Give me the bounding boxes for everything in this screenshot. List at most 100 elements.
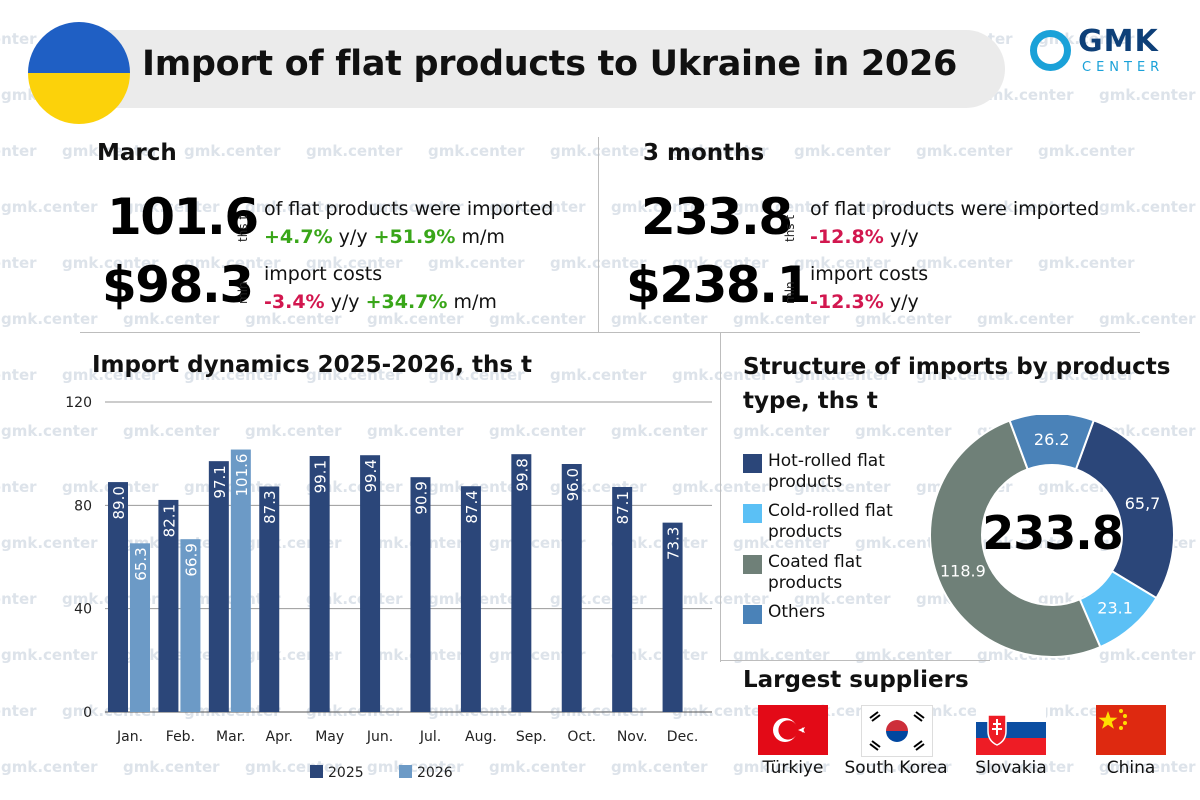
bar-2025	[662, 522, 683, 712]
bar-2025	[259, 486, 280, 712]
watermark-text: gmk.center	[1038, 254, 1135, 272]
legend-swatch	[399, 765, 412, 778]
bar-2026	[230, 449, 251, 712]
south-korea-flag-icon	[861, 705, 933, 757]
watermark-text: gmk.center	[0, 254, 37, 272]
legend-swatch	[743, 555, 762, 574]
bar-value-label: 87.1	[614, 491, 632, 524]
bar-value-label: 96.0	[564, 468, 582, 501]
three-months-cost-text: import costs	[810, 263, 929, 285]
bar-2025	[511, 454, 532, 712]
x-tick-label: Apr.	[266, 729, 293, 745]
watermark-text: gmk.center	[1, 310, 98, 328]
three-months-volume-yy: -12.8%	[810, 226, 884, 248]
watermark-text: gmk.center	[916, 142, 1013, 160]
bar-2026	[130, 543, 150, 712]
suppliers-divider	[720, 660, 990, 661]
march-cost-mm: +34.7%	[365, 291, 448, 313]
bar-2025	[612, 486, 633, 712]
x-tick-label: Nov.	[617, 729, 648, 745]
y-tick-label: 80	[74, 498, 92, 514]
march-volume-unit: ths t	[236, 214, 250, 242]
supplier-turkey: Türkiye	[762, 758, 824, 778]
watermark-text: gmk.center	[733, 646, 830, 664]
title-banner	[100, 30, 1005, 108]
watermark-text: gmk.center	[1099, 198, 1196, 216]
slovakia-flag-icon	[976, 705, 1046, 755]
march-cost: $98.3	[102, 256, 254, 314]
legend-label: Cold-rolled flat products	[768, 501, 893, 542]
donut-slice	[1074, 419, 1175, 600]
legend-swatch	[310, 765, 323, 778]
y-tick-label: 0	[83, 705, 92, 721]
three-months-cost-changes: -12.3% y/y	[810, 291, 919, 313]
march-volume-text: of flat products were imported	[264, 198, 554, 220]
bar-chart-title: Import dynamics 2025-2026, ths t	[92, 352, 533, 378]
march-cost-unit: mln	[236, 281, 250, 304]
bar-value-label: 66.9	[182, 543, 200, 576]
stats-divider	[598, 137, 599, 332]
bar-value-label: 90.9	[413, 481, 431, 514]
x-tick-label: Jan.	[116, 729, 143, 745]
three-months-volume: 233.8	[641, 188, 793, 246]
bar-value-label: 99.4	[362, 459, 380, 492]
turkey-flag-icon	[758, 705, 828, 755]
x-tick-label: Aug.	[465, 729, 497, 745]
watermark-text: gmk.center	[1, 198, 98, 216]
x-tick-label: Feb.	[166, 729, 195, 745]
logo-subtext: CENTER	[1082, 60, 1165, 75]
watermark-text: gmk.center	[0, 30, 37, 48]
watermark-text: gmk.center	[0, 142, 37, 160]
watermark-text: gmk.center	[428, 254, 525, 272]
gmk-logo-icon	[1030, 30, 1071, 71]
legend-label: Coated flat products	[768, 552, 862, 593]
watermark-text: gmk.center	[794, 142, 891, 160]
legend-label: 2026	[417, 765, 453, 781]
bar-2026	[180, 539, 201, 712]
donut-slice	[930, 419, 1102, 658]
x-tick-label: Oct.	[567, 729, 596, 745]
china-flag-icon	[1096, 705, 1166, 755]
logo-text: GMK	[1078, 24, 1159, 59]
x-tick-label: Mar.	[216, 729, 246, 745]
march-cost-yy: -3.4%	[264, 291, 325, 313]
bar-2025	[158, 499, 179, 712]
bar-value-label: 97.1	[211, 465, 229, 498]
watermark-text: gmk.center	[306, 142, 403, 160]
chart-divider	[720, 332, 721, 662]
donut-value-label: 118.9	[940, 562, 986, 581]
bar-value-label: 99.8	[513, 458, 531, 491]
legend-swatch	[743, 454, 762, 473]
donut-slice	[1008, 415, 1096, 471]
bar-value-label: 65.3	[132, 547, 150, 580]
bar-2025	[561, 464, 582, 712]
march-cost-text: import costs	[264, 263, 383, 285]
march-volume-yy: +4.7%	[264, 226, 333, 248]
watermark-text: gmk.center	[916, 254, 1013, 272]
supplier-china: China	[1106, 758, 1156, 778]
march-volume-mm: +51.9%	[373, 226, 456, 248]
bar-2025	[460, 486, 481, 712]
donut-chart-title: Structure of imports by products type, t…	[743, 354, 1171, 414]
bar-value-label: 87.4	[463, 490, 481, 523]
donut-center-total: 233.8	[982, 506, 1124, 560]
suppliers-heading: Largest suppliers	[743, 667, 969, 693]
three-months-heading: 3 months	[643, 140, 765, 166]
x-tick-label: May	[315, 729, 344, 745]
watermark-text: gmk.center	[428, 142, 525, 160]
march-cost-changes: -3.4% y/y +34.7% m/m	[264, 291, 497, 313]
ukraine-flag-icon	[28, 22, 130, 124]
page-title: Import of flat products to Ukraine in 20…	[142, 44, 958, 84]
legend-swatch	[743, 605, 762, 624]
bar-value-label: 73.3	[665, 527, 683, 560]
supplier-slovakia: Slovakia	[975, 758, 1047, 778]
bar-value-label: 87.3	[261, 490, 279, 523]
x-tick-label: Jun.	[366, 729, 393, 745]
y-tick-label: 120	[65, 395, 92, 411]
watermark-text: gmk.center	[1099, 86, 1196, 104]
watermark-text: gmk.center	[1099, 310, 1196, 328]
bar-2025	[309, 455, 330, 712]
watermark-text: gmk.center	[733, 422, 830, 440]
legend-label: 2025	[328, 765, 364, 781]
donut-value-label: 65,7	[1125, 494, 1161, 513]
